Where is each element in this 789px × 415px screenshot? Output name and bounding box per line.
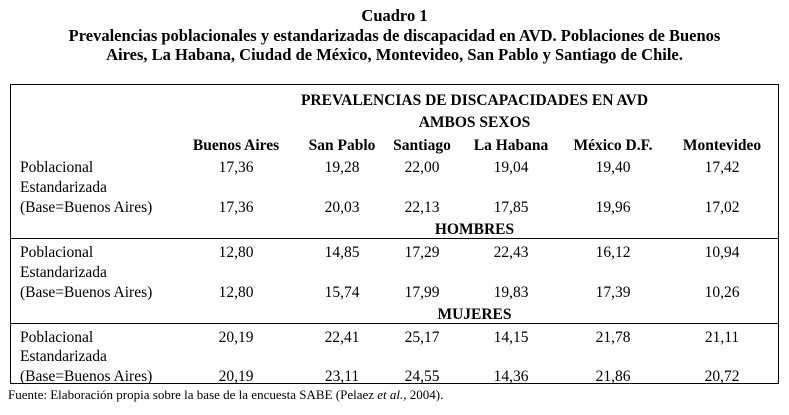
table-caption: Cuadro 1 Prevalencias poblacionales y es… — [0, 6, 789, 65]
table-cell: 23,11 — [324, 368, 360, 385]
table-cell: 10,94 — [704, 244, 740, 261]
table-cell: 14,15 — [493, 329, 529, 346]
caption-title-line1: Prevalencias poblacionales y estandariza… — [68, 25, 721, 45]
table-cell: 21,11 — [704, 329, 740, 346]
table-cell: 17,42 — [704, 159, 740, 176]
source-note-suffix: , 2004). — [403, 387, 444, 402]
section-title-hombres: HOMBRES — [434, 221, 515, 238]
table-cell: 20,03 — [324, 199, 360, 216]
source-note: Fuente: Elaboración propia sobre la base… — [8, 387, 443, 403]
table-cell: 19,28 — [324, 159, 360, 176]
row-label-base: (Base=Buenos Aires) — [20, 368, 153, 385]
column-header-la-habana: La Habana — [473, 137, 549, 154]
table-header: PREVALENCIAS DE DISCAPACIDADES EN AVD — [300, 92, 649, 109]
table-cell: 22,41 — [324, 329, 360, 346]
table-cell: 21,78 — [595, 329, 631, 346]
table-cell: 16,12 — [595, 244, 631, 261]
row-label-estandarizada: Estandarizada — [20, 264, 107, 281]
row-label-estandarizada: Estandarizada — [20, 348, 107, 365]
table-cell: 24,55 — [404, 368, 440, 385]
table-cell: 19,04 — [493, 159, 529, 176]
source-note-prefix: Fuente: Elaboración propia sobre la base… — [8, 387, 378, 402]
row-label-poblacional: Poblacional — [20, 329, 94, 346]
table-cell: 10,26 — [704, 284, 740, 301]
table-cell: 19,83 — [493, 284, 529, 301]
table-cell: 14,85 — [324, 244, 360, 261]
table-cell: 19,40 — [595, 159, 631, 176]
table-cell: 17,39 — [595, 284, 631, 301]
table-cell: 22,13 — [404, 199, 440, 216]
row-label-poblacional: Poblacional — [20, 244, 94, 261]
caption-title-line2: Aires, La Habana, Ciudad de México, Mont… — [106, 45, 683, 64]
table-cell: 20,19 — [218, 368, 254, 385]
row-label-estandarizada: Estandarizada — [20, 179, 107, 196]
column-header-mexico-df: México D.F. — [573, 137, 653, 154]
table-frame — [10, 84, 779, 384]
table-cell: 19,96 — [595, 199, 631, 216]
table-cell: 20,72 — [704, 368, 740, 385]
table-cell: 21,86 — [595, 368, 631, 385]
table-cell: 22,43 — [493, 244, 529, 261]
section-title-ambos-sexos: AMBOS SEXOS — [418, 114, 531, 131]
table-cell: 14,36 — [493, 368, 529, 385]
table-cell: 12,80 — [218, 244, 254, 261]
section-divider-mujeres — [10, 323, 779, 324]
table-cell: 25,17 — [404, 329, 440, 346]
source-note-italic: et al. — [377, 387, 404, 402]
table-cell: 17,29 — [404, 244, 440, 261]
section-divider-hombres — [10, 238, 779, 239]
column-header-buenos-aires: Buenos Aires — [192, 137, 280, 154]
caption-number: Cuadro 1 — [361, 6, 428, 25]
table-cell: 22,00 — [404, 159, 440, 176]
table-cell: 20,19 — [218, 329, 254, 346]
row-label-poblacional: Poblacional — [20, 159, 94, 176]
section-title-mujeres: MUJERES — [437, 306, 512, 323]
row-label-base: (Base=Buenos Aires) — [20, 199, 153, 216]
column-header-santiago: Santiago — [393, 137, 451, 154]
table-cell: 12,80 — [218, 284, 254, 301]
table-cell: 17,36 — [218, 159, 254, 176]
table-cell: 17,85 — [493, 199, 529, 216]
table-cell: 15,74 — [324, 284, 360, 301]
table-cell: 17,99 — [404, 284, 440, 301]
column-header-montevideo: Montevideo — [682, 137, 762, 154]
table-cell: 17,36 — [218, 199, 254, 216]
table-cell: 17,02 — [704, 199, 740, 216]
column-header-san-pablo: San Pablo — [308, 137, 376, 154]
row-label-base: (Base=Buenos Aires) — [20, 284, 153, 301]
